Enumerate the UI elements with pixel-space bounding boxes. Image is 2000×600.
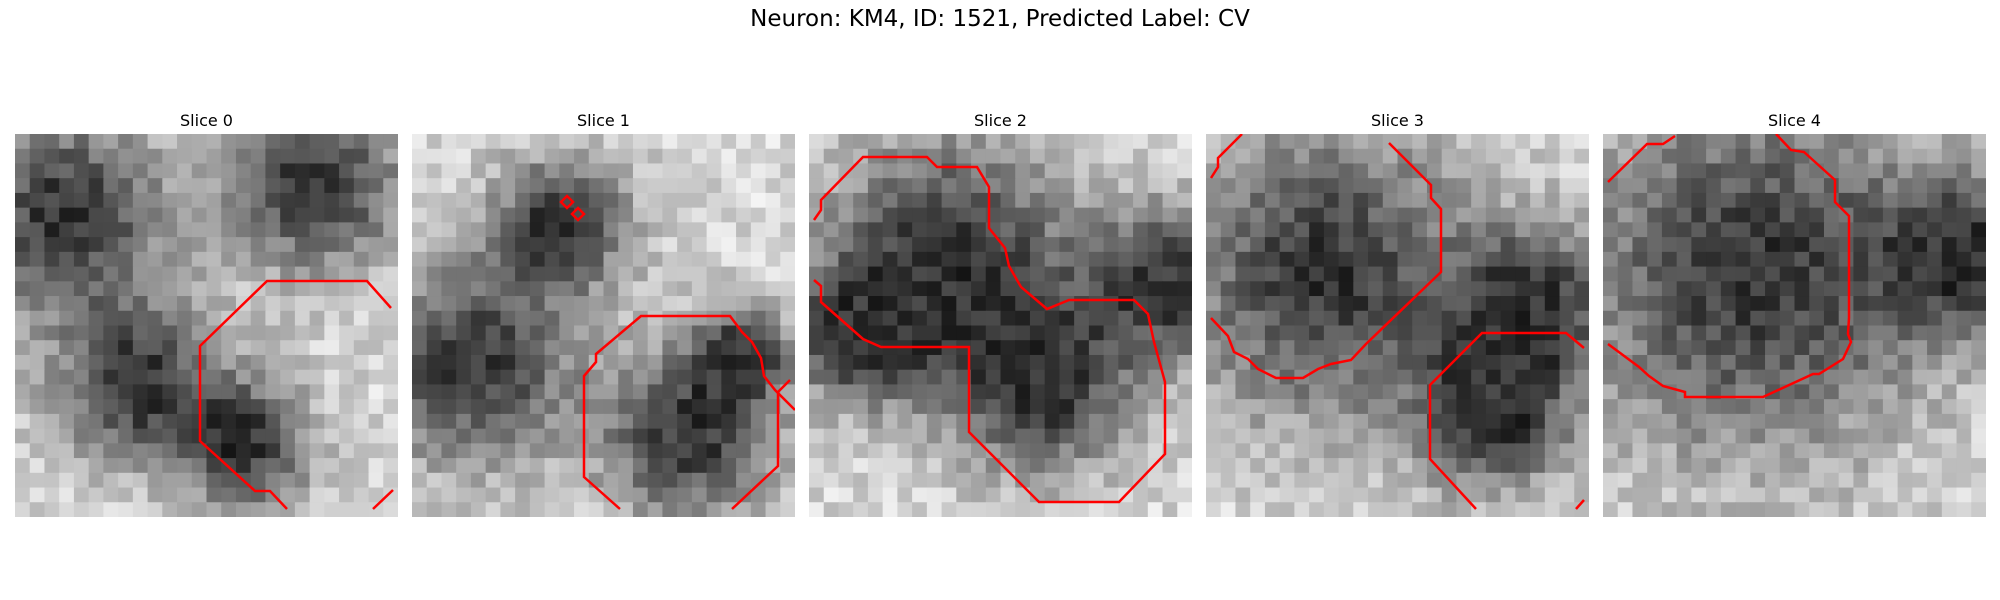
contour-line — [372, 489, 394, 510]
contour-line — [1210, 142, 1443, 380]
panel-title: Slice 2 — [974, 111, 1027, 130]
panel-slice-4: Slice 4 — [1603, 108, 1986, 517]
panel-title: Slice 4 — [1768, 111, 1821, 130]
panel-title: Slice 0 — [180, 111, 233, 130]
contour-line — [1607, 134, 1676, 183]
contour-line — [582, 314, 795, 510]
contour-line — [731, 379, 791, 510]
panel-slice-0: Slice 0 — [15, 108, 398, 517]
panel-title: Slice 1 — [577, 111, 630, 130]
slice-image — [1603, 134, 1986, 517]
contour-line — [812, 155, 1167, 504]
panel-title: Slice 3 — [1371, 111, 1424, 130]
contour-line — [1607, 134, 1853, 399]
figure-title: Neuron: KM4, ID: 1521, Predicted Label: … — [750, 6, 1250, 32]
contour-line — [1575, 499, 1585, 510]
contour-line — [1209, 134, 1243, 179]
contour-line — [570, 206, 586, 222]
contour-line — [1428, 331, 1585, 510]
slice-image — [412, 134, 795, 517]
contour-line — [559, 194, 575, 210]
slice-image — [809, 134, 1192, 517]
slice-image — [15, 134, 398, 517]
panel-slice-2: Slice 2 — [809, 108, 1192, 517]
contour-line — [198, 279, 392, 510]
panel-slice-1: Slice 1 — [412, 108, 795, 517]
slice-image — [1206, 134, 1589, 517]
panel-slice-3: Slice 3 — [1206, 108, 1589, 517]
